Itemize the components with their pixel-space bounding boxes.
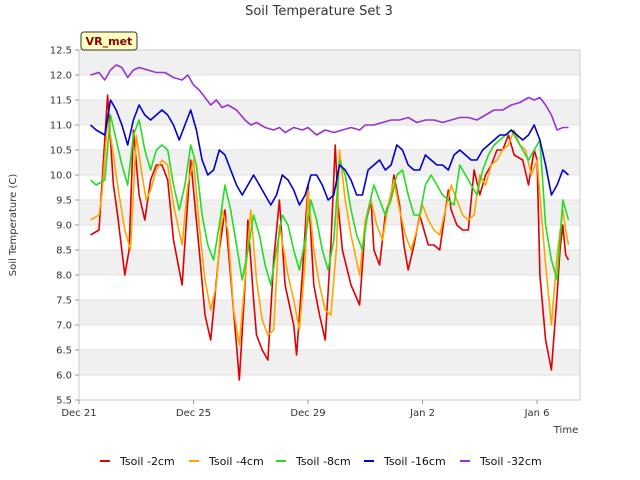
x-axis-label: Time (553, 425, 578, 436)
grid-band (79, 75, 580, 100)
y-tick-label: 10.5 (50, 146, 72, 157)
x-tick-label: Dec 29 (290, 408, 325, 419)
legend-item: Tsoil -2cm (100, 455, 175, 468)
legend-item: Tsoil -16cm (364, 455, 446, 468)
legend-label: Tsoil -4cm (208, 455, 264, 468)
y-tick-label: 9.5 (56, 196, 72, 207)
x-axis-ticks: Dec 21 Dec 25 Dec 29 Jan 2 Jan 6 (61, 400, 550, 419)
legend-label: Tsoil -2cm (119, 455, 175, 468)
series-line-tsoil-32cm (90, 64, 569, 136)
y-tick-label: 8.5 (56, 246, 72, 257)
y-tick-label: 7.5 (56, 296, 72, 307)
x-tick-label: Dec 25 (176, 408, 211, 419)
y-tick-label: 7.0 (56, 321, 72, 332)
y-tick-label: 9.0 (56, 221, 72, 232)
grid-band (79, 350, 580, 375)
legend: Tsoil -2cm Tsoil -4cm Tsoil -8cm Tsoil -16c… (100, 455, 542, 468)
grid-band (79, 50, 580, 75)
grid-band (79, 175, 580, 200)
legend-item: Tsoil -8cm (276, 455, 351, 468)
series-line-tsoil-8cm (89, 114, 570, 286)
y-axis-ticks: 5.5 6.0 6.5 7.0 7.5 8.0 8.5 9.0 9.5 10.0 10.5 11.0 1… (50, 46, 79, 407)
x-tick-label: Jan 2 (409, 408, 435, 419)
y-tick-label: 6.0 (56, 371, 72, 382)
y-tick-label: 10.0 (50, 171, 72, 182)
y-tick-label: 11.5 (50, 96, 72, 107)
grid-band (79, 300, 580, 325)
y-tick-label: 11.0 (50, 121, 72, 132)
legend-label: Tsoil -16cm (383, 455, 446, 468)
legend-item: Tsoil -4cm (189, 455, 264, 468)
grid-band (79, 200, 580, 225)
y-tick-label: 5.5 (56, 396, 72, 407)
series-lines (89, 64, 570, 381)
series-line-tsoil-16cm (89, 99, 570, 206)
y-tick-label: 12.5 (50, 46, 72, 57)
site-badge-label: VR_met (86, 35, 133, 48)
y-axis-label: Soil Temperature (C) (8, 174, 19, 277)
y-tick-label: 6.5 (56, 346, 72, 357)
series-line-tsoil-4cm (90, 119, 570, 346)
legend-label: Tsoil -8cm (295, 455, 351, 468)
site-badge-box (80, 31, 138, 51)
site-badge: VR_met (80, 31, 138, 51)
grid-band (79, 325, 580, 350)
x-tick-label: Jan 6 (524, 408, 550, 419)
chart-title: Soil Temperature Set 3 (245, 4, 393, 19)
x-tick-label: Dec 21 (61, 408, 96, 419)
grid-band (79, 225, 580, 250)
grid-band (79, 100, 580, 125)
y-tick-label: 12.0 (50, 71, 72, 82)
y-tick-label: 8.0 (56, 271, 72, 282)
grid-band (79, 375, 580, 400)
series-line-tsoil-2cm (90, 94, 570, 381)
grid-band (79, 150, 580, 175)
grid-bands (79, 49, 580, 401)
legend-item: Tsoil -32cm (460, 455, 542, 468)
legend-label: Tsoil -32cm (479, 455, 542, 468)
